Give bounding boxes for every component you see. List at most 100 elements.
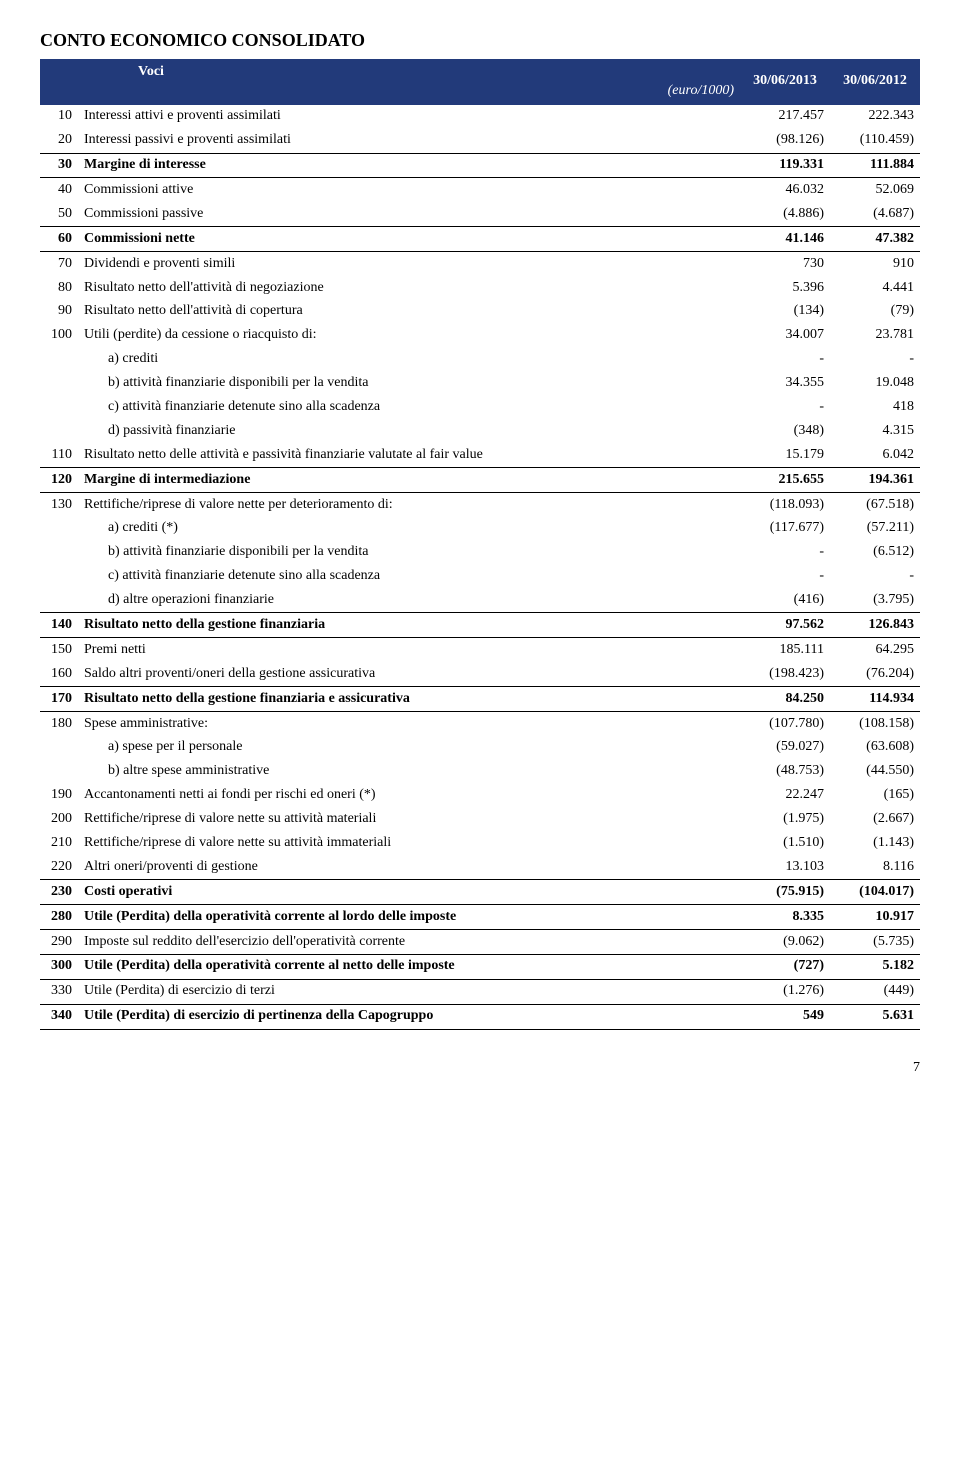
row-code: 190 <box>40 784 78 808</box>
row-value-2: 126.843 <box>830 613 920 638</box>
row-code: 30 <box>40 153 78 178</box>
row-value-1: (348) <box>740 419 830 443</box>
row-value-1: 215.655 <box>740 468 830 493</box>
row-label: d) altre operazioni finanziarie <box>78 589 740 613</box>
table-row: 90Risultato netto dell'attività di coper… <box>40 300 920 324</box>
row-code: 330 <box>40 979 78 1004</box>
table-row: 20Interessi passivi e proventi assimilat… <box>40 129 920 153</box>
row-value-2: 6.042 <box>830 443 920 467</box>
row-label: Rettifiche/riprese di valore nette su at… <box>78 808 740 832</box>
table-row: 220Altri oneri/proventi di gestione13.10… <box>40 855 920 879</box>
row-label: d) passività finanziarie <box>78 419 740 443</box>
row-label: Rettifiche/riprese di valore nette su at… <box>78 832 740 856</box>
row-label: Utile (Perdita) della operatività corren… <box>78 954 740 979</box>
row-value-2: 52.069 <box>830 178 920 202</box>
row-label: Risultato netto delle attività e passivi… <box>78 443 740 467</box>
row-value-2: (1.143) <box>830 832 920 856</box>
row-value-2: (44.550) <box>830 760 920 784</box>
row-value-1: - <box>740 541 830 565</box>
row-code <box>40 565 78 589</box>
table-row: 30Margine di interesse119.331111.884 <box>40 153 920 178</box>
row-value-1: (1.975) <box>740 808 830 832</box>
row-value-2: 47.382 <box>830 227 920 252</box>
table-row: 180Spese amministrative:(107.780)(108.15… <box>40 712 920 736</box>
table-row: c) attività finanziarie detenute sino al… <box>40 395 920 419</box>
row-value-2: (449) <box>830 979 920 1004</box>
row-code: 220 <box>40 855 78 879</box>
row-code <box>40 517 78 541</box>
row-label: c) attività finanziarie detenute sino al… <box>78 565 740 589</box>
page-number: 7 <box>40 1060 920 1076</box>
row-value-2: 111.884 <box>830 153 920 178</box>
row-code: 80 <box>40 276 78 300</box>
row-label: Risultato netto dell'attività di negozia… <box>78 276 740 300</box>
row-code: 110 <box>40 443 78 467</box>
row-code: 140 <box>40 613 78 638</box>
row-label: Interessi attivi e proventi assimilati <box>78 105 740 129</box>
row-code: 230 <box>40 880 78 905</box>
row-value-1: 34.007 <box>740 324 830 348</box>
page-title: CONTO ECONOMICO CONSOLIDATO <box>40 30 920 51</box>
table-row: d) altre operazioni finanziarie(416)(3.7… <box>40 589 920 613</box>
row-value-2: - <box>830 565 920 589</box>
row-label: Spese amministrative: <box>78 712 740 736</box>
row-code: 290 <box>40 930 78 955</box>
row-value-2: (63.608) <box>830 736 920 760</box>
row-code: 50 <box>40 202 78 226</box>
table-row: 50Commissioni passive(4.886)(4.687) <box>40 202 920 226</box>
table-row: 200Rettifiche/riprese di valore nette su… <box>40 808 920 832</box>
table-row: 60Commissioni nette41.14647.382 <box>40 227 920 252</box>
row-label: a) spese per il personale <box>78 736 740 760</box>
row-value-1: 22.247 <box>740 784 830 808</box>
table-row: a) crediti (*)(117.677)(57.211) <box>40 517 920 541</box>
row-code <box>40 589 78 613</box>
header-col1: 30/06/2013 <box>740 59 830 105</box>
row-value-1: 97.562 <box>740 613 830 638</box>
table-row: 120Margine di intermediazione215.655194.… <box>40 468 920 493</box>
table-row: 40Commissioni attive46.03252.069 <box>40 178 920 202</box>
table-row: 100Utili (perdite) da cessione o riacqui… <box>40 324 920 348</box>
row-label: a) crediti <box>78 348 740 372</box>
row-value-1: 5.396 <box>740 276 830 300</box>
table-row: 130Rettifiche/riprese di valore nette pe… <box>40 493 920 517</box>
row-value-1: 8.335 <box>740 905 830 930</box>
table-row: b) attività finanziarie disponibili per … <box>40 541 920 565</box>
row-value-2: - <box>830 348 920 372</box>
row-value-1: (4.886) <box>740 202 830 226</box>
row-label: Utili (perdite) da cessione o riacquisto… <box>78 324 740 348</box>
table-row: 150Premi netti185.11164.295 <box>40 638 920 662</box>
row-code: 280 <box>40 905 78 930</box>
row-label: Utile (Perdita) di esercizio di pertinen… <box>78 1004 740 1029</box>
row-value-1: 549 <box>740 1004 830 1029</box>
row-value-1: (118.093) <box>740 493 830 517</box>
row-code <box>40 760 78 784</box>
row-label: Utile (Perdita) di esercizio di terzi <box>78 979 740 1004</box>
table-row: 300Utile (Perdita) della operatività cor… <box>40 954 920 979</box>
row-value-1: (727) <box>740 954 830 979</box>
row-value-2: (5.735) <box>830 930 920 955</box>
row-code <box>40 419 78 443</box>
header-blank <box>40 59 78 105</box>
row-code: 170 <box>40 687 78 712</box>
row-code: 340 <box>40 1004 78 1029</box>
row-value-2: 222.343 <box>830 105 920 129</box>
row-code: 180 <box>40 712 78 736</box>
row-value-2: (4.687) <box>830 202 920 226</box>
row-label: Premi netti <box>78 638 740 662</box>
row-code: 100 <box>40 324 78 348</box>
row-value-2: 418 <box>830 395 920 419</box>
table-row: 190Accantonamenti netti ai fondi per ris… <box>40 784 920 808</box>
row-label: Costi operativi <box>78 880 740 905</box>
row-value-2: 5.631 <box>830 1004 920 1029</box>
row-value-1: (416) <box>740 589 830 613</box>
row-value-1: (1.510) <box>740 832 830 856</box>
table-row: 170Risultato netto della gestione finanz… <box>40 687 920 712</box>
table-row: 280Utile (Perdita) della operatività cor… <box>40 905 920 930</box>
row-code <box>40 348 78 372</box>
row-value-1: 46.032 <box>740 178 830 202</box>
table-row: 70Dividendi e proventi simili730910 <box>40 252 920 276</box>
row-value-1: - <box>740 348 830 372</box>
row-value-1: 217.457 <box>740 105 830 129</box>
row-value-2: 64.295 <box>830 638 920 662</box>
table-row: b) attività finanziarie disponibili per … <box>40 372 920 396</box>
